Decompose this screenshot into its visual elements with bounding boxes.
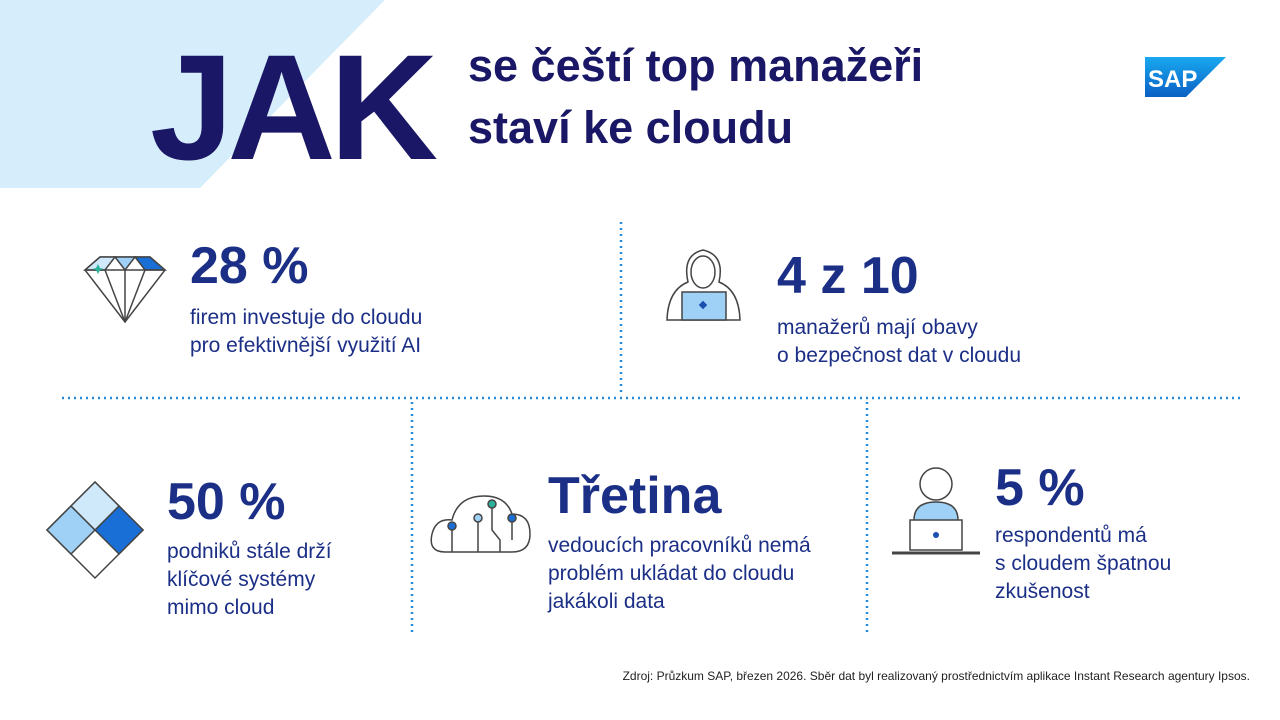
stat-line: vedoucích pracovníků nemá bbox=[548, 534, 811, 557]
icon-cloud bbox=[430, 495, 531, 553]
stat: Třetina vedoucích pracovníků nemá problé… bbox=[548, 470, 811, 616]
logo-text: SAP bbox=[1148, 66, 1197, 93]
source-note: Zdroj: Průzkum SAP, březen 2026. Sběr da… bbox=[622, 669, 1250, 683]
headline-line: staví ke cloudu bbox=[468, 102, 794, 153]
stat-text: vedoucích pracovníků nemá problém ukláda… bbox=[548, 532, 811, 616]
stat: 4 z 10 manažerů mají obavy o bezpečnost … bbox=[777, 250, 1021, 370]
stat: 50 % podniků stále drží klíčové systémy … bbox=[167, 476, 332, 622]
stat: 5 % respondentů má s cloudem špatnou zku… bbox=[995, 462, 1171, 606]
icon-hacker bbox=[666, 249, 741, 321]
icon-diamond bbox=[82, 256, 168, 324]
headline: se čeští top manažeři staví ke cloudu bbox=[468, 35, 923, 159]
stat: 28 % firem investuje do cloudu pro efekt… bbox=[190, 240, 422, 360]
headline-big: JAK bbox=[150, 23, 438, 191]
icon-puzzle bbox=[45, 480, 145, 580]
headline-line: se čeští top manažeři bbox=[468, 40, 924, 91]
stat-line: firem investuje do cloudu bbox=[190, 306, 423, 329]
stat-value: 50 % bbox=[167, 473, 286, 531]
stat-value: Třetina bbox=[548, 467, 722, 525]
stat-line: respondentů má bbox=[995, 524, 1147, 547]
stat-line: klíčové systémy bbox=[167, 568, 316, 591]
stat-line: zkušenost bbox=[995, 580, 1090, 603]
stat-text: respondentů má s cloudem špatnou zkušeno… bbox=[995, 522, 1171, 606]
stat-line: mimo cloud bbox=[167, 596, 275, 619]
stat-text: podniků stále drží klíčové systémy mimo … bbox=[167, 538, 332, 622]
stat-line: jakákoli data bbox=[548, 590, 665, 613]
stat-text: firem investuje do cloudu pro efektivněj… bbox=[190, 304, 422, 360]
stat-value: 5 % bbox=[995, 459, 1085, 517]
logo: SAP bbox=[1145, 57, 1226, 97]
stat-line: o bezpečnost dat v cloudu bbox=[777, 344, 1022, 367]
stat-line: problém ukládat do cloudu bbox=[548, 562, 795, 585]
stat-line: pro efektivnější využití AI bbox=[190, 334, 422, 357]
stat-value: 4 z 10 bbox=[777, 247, 919, 305]
stat-value: 28 % bbox=[190, 237, 309, 295]
stat-line: manažerů mají obavy bbox=[777, 316, 978, 339]
stat-text: manažerů mají obavy o bezpečnost dat v c… bbox=[777, 314, 1021, 370]
stat-line: podniků stále drží bbox=[167, 540, 332, 563]
dividers bbox=[62, 222, 1240, 632]
stat-line: s cloudem špatnou bbox=[995, 552, 1172, 575]
decor-triangle bbox=[0, 0, 385, 188]
icon-person bbox=[892, 467, 980, 555]
